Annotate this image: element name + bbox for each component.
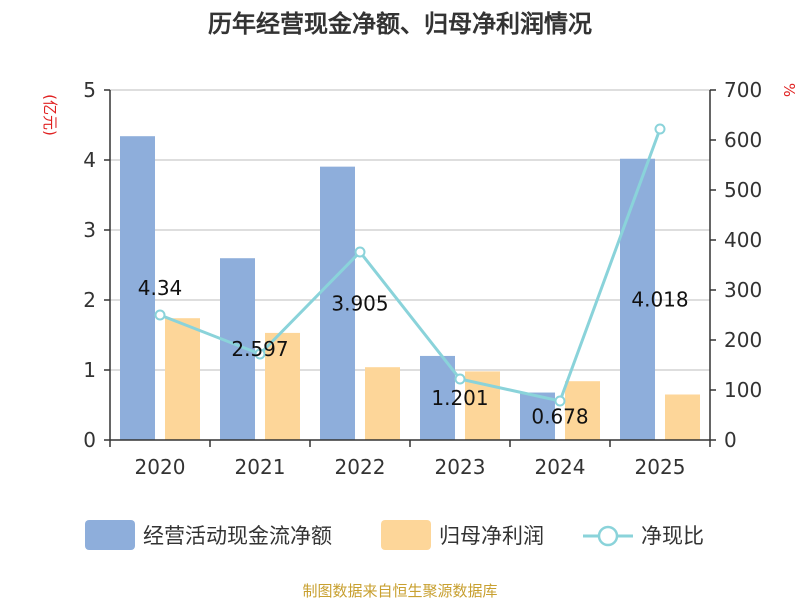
x-axis-tick-label: 2022 — [335, 455, 386, 479]
bar-profit — [165, 318, 200, 440]
data-label-cashflow: 0.678 — [531, 404, 588, 428]
left-axis-tick-label: 0 — [83, 428, 96, 452]
bar-profit — [365, 367, 400, 440]
legend-label-cashflow: 经营活动现金流净额 — [143, 524, 332, 548]
source-note: 制图数据来自恒生聚源数据库 — [302, 582, 497, 600]
data-label-cashflow: 4.34 — [138, 276, 183, 300]
right-axis-tick-label: 100 — [724, 378, 762, 402]
ratio-point — [454, 373, 466, 385]
bar-cashflow — [620, 158, 655, 441]
ratio-point — [654, 123, 666, 135]
x-axis-tick-label: 2023 — [435, 455, 486, 479]
legend-label-ratio: 净现比 — [641, 524, 704, 548]
right-axis-tick-label: 700 — [724, 78, 762, 102]
data-label-cashflow: 3.905 — [331, 291, 388, 315]
legend-swatch-cashflow — [85, 520, 135, 550]
legend-swatch-ratio-marker — [597, 525, 619, 547]
bar-cashflow — [420, 355, 455, 440]
bar-profit — [565, 381, 600, 440]
left-axis-tick-label: 3 — [83, 218, 96, 242]
right-axis-tick-label: 500 — [724, 178, 762, 202]
bars — [120, 136, 700, 441]
bar-cashflow — [520, 392, 555, 440]
bar-cashflow — [320, 166, 355, 440]
left-axis-tick-label: 5 — [83, 78, 96, 102]
data-labels: 4.34 2.597 3.905 1.201 0.678 4.018 — [138, 276, 689, 428]
x-axis-tick-label: 2021 — [235, 455, 286, 479]
grid-lines — [110, 89, 710, 371]
right-axis-tick-label: 600 — [724, 128, 762, 152]
x-axis-tick-label: 2020 — [135, 455, 186, 479]
data-label-cashflow: 1.201 — [431, 386, 488, 410]
legend: 经营活动现金流净额 归母净利润 净现比 — [85, 520, 704, 550]
axes: 0 1 2 3 4 5 0 100 200 300 400 500 600 700 2020 2021 2022… — [83, 78, 762, 479]
ratio-point — [354, 246, 366, 258]
chart-title: 历年经营现金净额、归母净利润情况 — [208, 10, 592, 38]
right-axis-tick-label: 300 — [724, 278, 762, 302]
left-axis-unit: (亿元) — [41, 94, 59, 136]
x-axis-tick-label: 2024 — [535, 455, 586, 479]
legend-swatch-profit — [381, 520, 431, 550]
bar-profit — [265, 332, 300, 440]
left-axis-tick-label: 1 — [83, 358, 96, 382]
bar-profit — [665, 394, 700, 440]
left-axis-tick-label: 2 — [83, 288, 96, 312]
left-axis-tick-label: 4 — [83, 148, 96, 172]
ratio-point — [554, 395, 566, 407]
right-axis-tick-label: 400 — [724, 228, 762, 252]
data-label-cashflow: 2.597 — [231, 337, 288, 361]
bar-cashflow — [120, 136, 155, 440]
right-axis-tick-label: 0 — [724, 428, 737, 452]
ratio-line-path — [159, 128, 662, 403]
right-axis-unit: % — [780, 83, 798, 97]
right-axis-tick-label: 200 — [724, 328, 762, 352]
legend-label-profit: 归母净利润 — [439, 524, 544, 548]
ratio-line — [154, 123, 666, 407]
ratio-point — [154, 309, 166, 321]
data-label-cashflow: 4.018 — [631, 287, 688, 311]
x-axis-tick-label: 2025 — [635, 455, 686, 479]
ratio-point — [254, 348, 266, 360]
